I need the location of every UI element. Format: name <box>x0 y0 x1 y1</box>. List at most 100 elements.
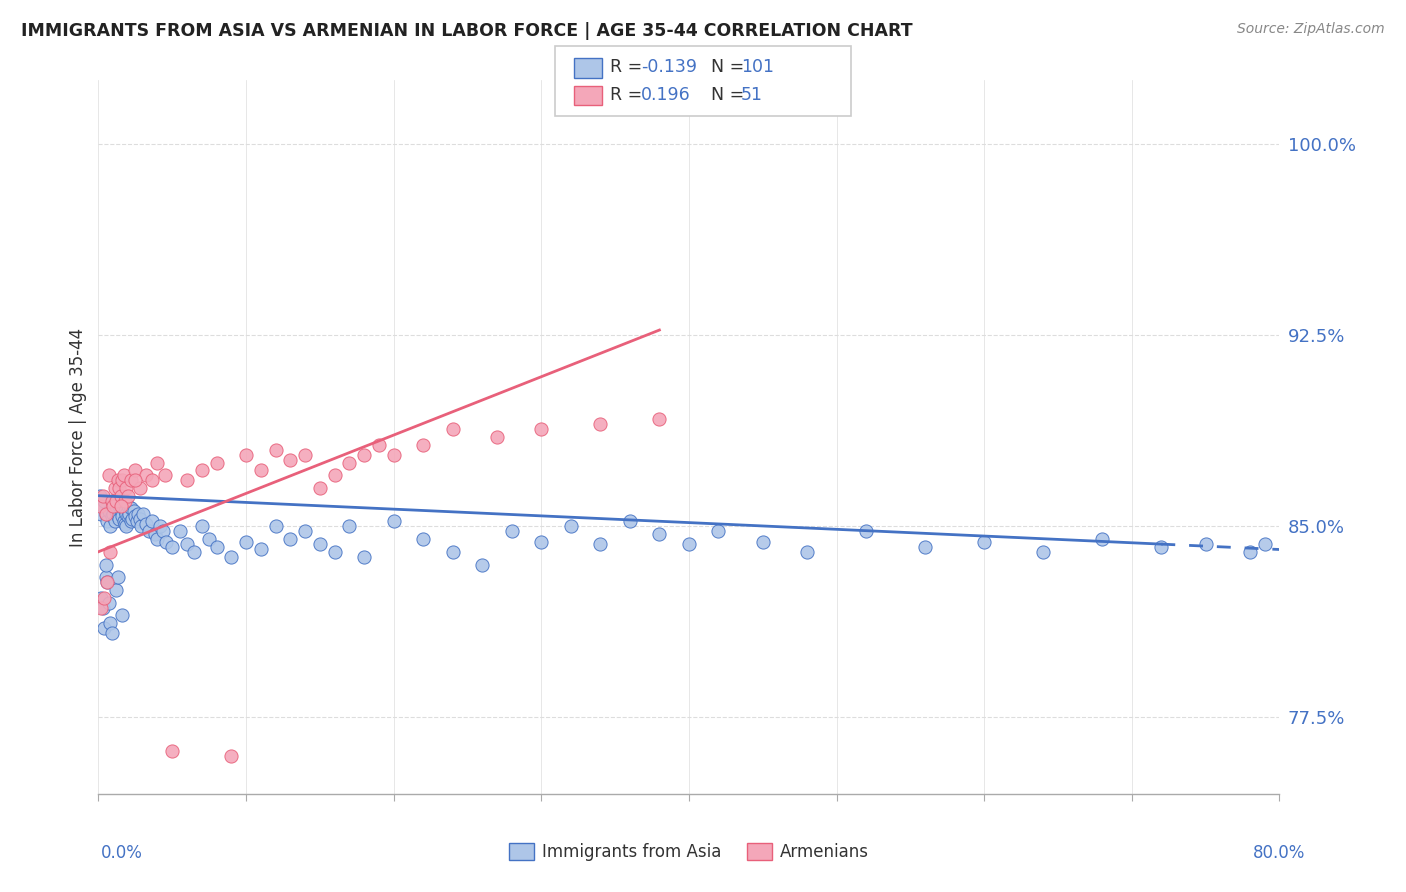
Point <box>105 493 128 508</box>
Point <box>114 516 136 531</box>
Point <box>648 412 671 426</box>
Text: 80.0%: 80.0% <box>1253 844 1305 862</box>
Point <box>110 489 132 503</box>
Point <box>323 468 346 483</box>
Point <box>412 532 434 546</box>
Point <box>120 514 142 528</box>
Point <box>110 499 132 513</box>
Point <box>107 474 129 488</box>
Point <box>162 540 183 554</box>
Text: IMMIGRANTS FROM ASIA VS ARMENIAN IN LABOR FORCE | AGE 35-44 CORRELATION CHART: IMMIGRANTS FROM ASIA VS ARMENIAN IN LABO… <box>21 22 912 40</box>
Point <box>855 524 877 539</box>
Point <box>441 545 464 559</box>
Point <box>162 743 183 757</box>
Point <box>146 456 169 470</box>
Point <box>93 493 115 508</box>
Point <box>176 474 198 488</box>
Text: 0.0%: 0.0% <box>101 844 143 862</box>
Point <box>280 532 302 546</box>
Point <box>796 545 818 559</box>
Point <box>94 570 117 584</box>
Point <box>339 456 361 470</box>
Point <box>198 532 221 546</box>
Point <box>97 468 120 483</box>
Point <box>121 511 143 525</box>
Point <box>1032 545 1054 559</box>
Point <box>94 558 117 572</box>
Point <box>129 519 152 533</box>
Y-axis label: In Labor Force | Age 35-44: In Labor Force | Age 35-44 <box>69 327 87 547</box>
Point <box>107 493 129 508</box>
Point <box>294 524 316 539</box>
Point <box>486 430 509 444</box>
Point <box>98 616 121 631</box>
Point <box>112 468 135 483</box>
Point <box>471 558 494 572</box>
Point <box>89 499 111 513</box>
Point <box>98 519 121 533</box>
Point <box>191 519 214 533</box>
Point <box>91 489 114 503</box>
Point <box>1254 537 1277 551</box>
Point <box>117 499 139 513</box>
Point <box>132 507 155 521</box>
Point <box>309 537 332 551</box>
Point <box>125 514 148 528</box>
Point <box>114 493 136 508</box>
Point <box>143 527 166 541</box>
Point <box>205 540 228 554</box>
Text: R =: R = <box>610 58 648 76</box>
Point <box>111 509 134 524</box>
Text: R =: R = <box>610 86 648 103</box>
Point <box>112 514 135 528</box>
Point <box>124 474 146 488</box>
Point <box>127 507 149 521</box>
Point <box>221 748 243 763</box>
Point <box>103 493 125 508</box>
Text: 51: 51 <box>741 86 763 103</box>
Point <box>973 534 995 549</box>
Point <box>96 575 118 590</box>
Text: N =: N = <box>711 86 751 103</box>
Point <box>678 537 700 551</box>
Point <box>115 507 138 521</box>
Point <box>138 524 160 539</box>
Point <box>619 514 641 528</box>
Point <box>1239 545 1261 559</box>
Point <box>108 481 131 495</box>
Point <box>191 463 214 477</box>
Point <box>235 448 257 462</box>
Point <box>141 514 163 528</box>
Point <box>294 448 316 462</box>
Point <box>97 504 120 518</box>
Point <box>280 453 302 467</box>
Point <box>91 600 114 615</box>
Point <box>412 438 434 452</box>
Point <box>90 591 112 605</box>
Point <box>97 596 120 610</box>
Point <box>108 499 131 513</box>
Point <box>589 417 612 432</box>
Text: 101: 101 <box>741 58 773 76</box>
Point <box>114 504 136 518</box>
Point <box>120 501 142 516</box>
Text: 0.196: 0.196 <box>641 86 690 103</box>
Point <box>111 474 134 488</box>
Point <box>104 514 127 528</box>
Point <box>111 608 134 623</box>
Point <box>235 534 257 549</box>
Text: -0.139: -0.139 <box>641 58 697 76</box>
Point <box>103 507 125 521</box>
Point <box>135 468 157 483</box>
Point <box>96 514 118 528</box>
Point <box>91 499 114 513</box>
Legend: Immigrants from Asia, Armenians: Immigrants from Asia, Armenians <box>502 836 876 868</box>
Point <box>1091 532 1114 546</box>
Point <box>98 545 121 559</box>
Point <box>914 540 936 554</box>
Point <box>108 511 131 525</box>
Point <box>124 509 146 524</box>
Point <box>707 524 730 539</box>
Point <box>90 507 112 521</box>
Point <box>141 474 163 488</box>
